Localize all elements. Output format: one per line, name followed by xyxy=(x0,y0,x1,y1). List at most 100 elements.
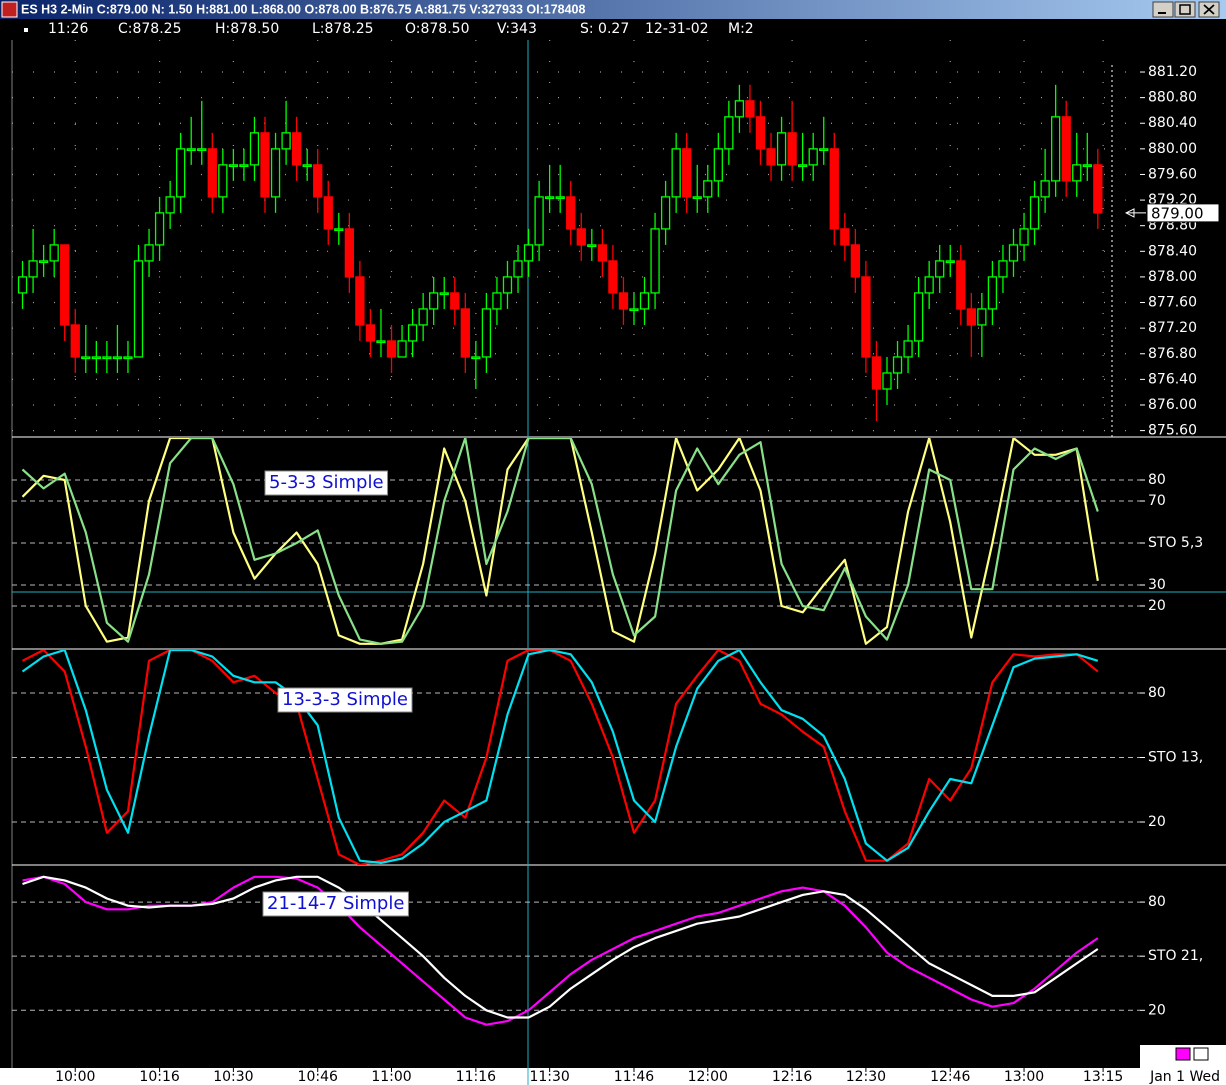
current-price-box xyxy=(1146,203,1220,223)
candle-body xyxy=(629,308,639,312)
candle-body xyxy=(270,148,281,198)
x-tick-label: 11:00 xyxy=(371,1069,411,1085)
candle-body xyxy=(334,228,344,232)
candle-body xyxy=(819,148,829,152)
x-tick-label: 12:16 xyxy=(772,1069,812,1085)
candle-body xyxy=(871,356,882,390)
x-tick-label: 11:46 xyxy=(614,1069,654,1085)
x-tick-label: 10:46 xyxy=(298,1069,338,1085)
candle-body xyxy=(281,132,291,150)
y-tick-label: STO 13, xyxy=(1148,750,1203,766)
candle-body xyxy=(682,148,692,198)
candle-body xyxy=(534,196,544,246)
x-tick-label: 10:30 xyxy=(213,1069,253,1085)
stochastic-line xyxy=(21,438,1099,645)
candle-body xyxy=(566,196,576,230)
y-tick-label: 70 xyxy=(1148,493,1166,509)
candle-body xyxy=(207,148,217,198)
candle-body xyxy=(49,244,59,262)
stochastic-line xyxy=(21,650,1099,865)
candle-body xyxy=(639,292,650,310)
status-field: M:2 xyxy=(728,21,754,37)
status-field: V:343 xyxy=(497,21,537,37)
window-buttons xyxy=(1152,1,1220,18)
status-field: C:878.25 xyxy=(118,21,181,37)
y-tick-label: 20 xyxy=(1148,598,1166,614)
candle-body xyxy=(471,356,481,360)
status-field: L:878.25 xyxy=(312,21,374,37)
x-tick-label: 13:15 xyxy=(1083,1069,1123,1085)
candle-body xyxy=(776,132,787,166)
candle-body xyxy=(439,292,449,296)
candle-body xyxy=(492,292,502,310)
candle-body xyxy=(1061,116,1071,182)
y-tick-label: 80 xyxy=(1148,472,1166,488)
y-tick-label: 881.20 xyxy=(1148,64,1197,80)
candle-body xyxy=(745,100,755,118)
candle-body xyxy=(81,356,91,360)
candle-body xyxy=(450,292,460,310)
x-tick-label: 11:30 xyxy=(529,1069,569,1085)
candle-body xyxy=(102,356,112,360)
pane xyxy=(21,438,1099,645)
candle-body xyxy=(123,356,133,360)
candle-body xyxy=(112,356,123,360)
candle-body xyxy=(808,148,818,166)
candle-body xyxy=(924,276,934,294)
candle-body xyxy=(228,164,239,168)
candle-body xyxy=(481,308,492,358)
candle-body xyxy=(1051,116,1061,182)
candle-body xyxy=(186,148,196,152)
candle-body xyxy=(397,340,407,358)
status-marker xyxy=(24,28,28,32)
candle-body xyxy=(407,324,418,342)
candle-body xyxy=(197,148,207,152)
candle-body xyxy=(724,116,734,150)
y-tick-label: 80 xyxy=(1148,894,1166,910)
pane xyxy=(22,875,1099,1026)
y-tick-label: 876.00 xyxy=(1148,397,1197,413)
candle-body xyxy=(1040,180,1050,198)
candle-body xyxy=(355,276,365,326)
status-line: 11:26 C:878.25 H:878.50 L:878.25 O:878.50 V:3… xyxy=(48,21,754,37)
candle-body xyxy=(966,308,976,326)
time-axis xyxy=(0,1068,1226,1085)
pane-title-box xyxy=(262,891,409,917)
color-swatch[interactable] xyxy=(1175,1047,1191,1061)
candle-body xyxy=(133,260,144,358)
x-tick-label: 10:00 xyxy=(55,1069,95,1085)
candle-body xyxy=(239,164,249,168)
candle-body xyxy=(291,132,302,166)
candle-body xyxy=(956,260,966,310)
candle-body xyxy=(798,164,808,168)
pane-title: 21-14-7 Simple xyxy=(267,893,404,914)
candle-body xyxy=(1093,164,1103,214)
maximize-icon xyxy=(1179,4,1191,15)
candle-body xyxy=(154,212,165,246)
current-price-label: 879.00 xyxy=(1151,204,1204,222)
y-tick-label: 878.00 xyxy=(1148,269,1197,285)
candle-body xyxy=(1029,196,1040,230)
pane xyxy=(17,40,1104,437)
x-tick-label: 10:16 xyxy=(139,1069,179,1085)
candle-body xyxy=(1008,244,1019,262)
y-tick-label: 877.60 xyxy=(1148,295,1197,311)
stochastic-line xyxy=(22,875,1099,1019)
candle-body xyxy=(703,180,713,198)
status-field: 12-31-02 xyxy=(645,21,709,37)
candle-body xyxy=(38,260,49,264)
candle-body xyxy=(144,244,154,262)
candle-body xyxy=(945,260,955,264)
y-tick-label: 876.80 xyxy=(1148,346,1197,362)
color-swatch[interactable] xyxy=(1193,1047,1209,1061)
candle-body xyxy=(892,356,903,374)
candle-body xyxy=(850,244,861,278)
candle-body xyxy=(977,308,987,326)
minimize-button[interactable] xyxy=(1152,1,1174,18)
x-tick-label: 12:30 xyxy=(846,1069,886,1085)
candle-body xyxy=(671,148,681,198)
candle-body xyxy=(418,308,428,326)
candle-body xyxy=(302,164,312,168)
candle-body xyxy=(861,276,871,358)
